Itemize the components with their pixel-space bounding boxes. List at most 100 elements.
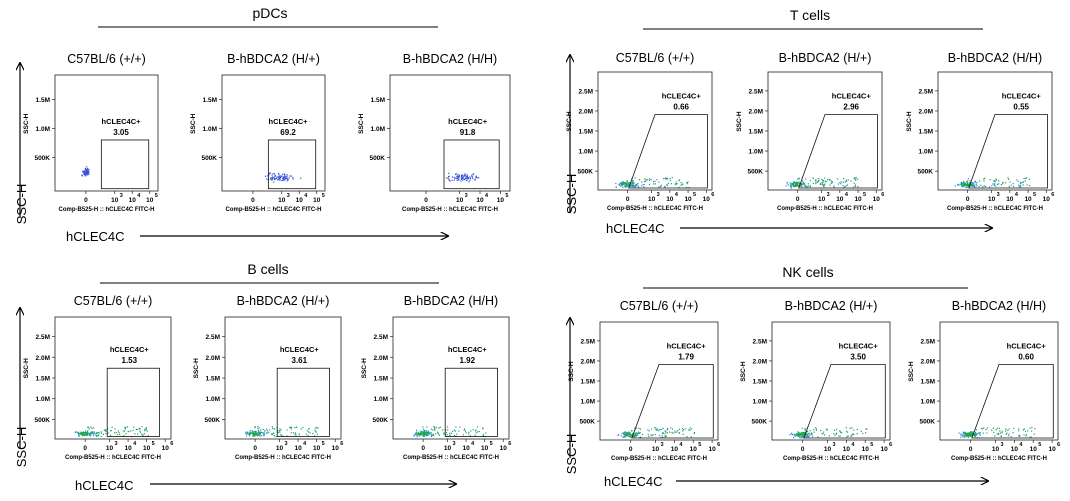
event-dot [475, 176, 477, 178]
gate-percentage: 0.60 [1018, 352, 1034, 361]
y-tick-label: 500K [372, 417, 388, 424]
event-dot [86, 432, 88, 434]
event-dot [851, 427, 853, 429]
event-dot [651, 435, 653, 437]
x-tick-label: 0 [424, 197, 428, 204]
event-dot [1008, 433, 1010, 435]
event-dot [801, 435, 803, 437]
event-dot [625, 182, 627, 184]
event-dot [463, 174, 465, 176]
event-dot [413, 435, 415, 437]
event-dot [1005, 182, 1007, 184]
event-dot [454, 430, 456, 432]
panel-y-axis-label: SSC-H [14, 427, 29, 467]
event-dot [652, 180, 654, 183]
event-dot [260, 431, 262, 433]
event-dot [271, 178, 273, 180]
plot-x-axis-label: Comp-B525-H :: hCLEC4C FITC-H [65, 455, 161, 461]
event-dot [829, 184, 831, 186]
event-dot [978, 185, 980, 188]
x-tick-exponent: 5 [505, 193, 508, 199]
x-tick-label: 10 [843, 446, 851, 453]
event-dot [282, 179, 284, 182]
event-dot [316, 426, 318, 429]
event-dot [84, 167, 87, 169]
event-dot [658, 430, 660, 432]
event-dot [811, 432, 813, 434]
event-dot [85, 432, 87, 434]
event-dot [87, 430, 89, 432]
event-dot [432, 429, 434, 431]
event-dot [1027, 430, 1029, 432]
event-dot [850, 180, 852, 182]
event-dot [799, 433, 801, 435]
event-dot [793, 182, 795, 184]
gate-percentage: 1.79 [678, 352, 694, 361]
event-dot [639, 428, 641, 430]
event-dot [792, 184, 794, 186]
event-dot [1006, 432, 1008, 434]
event-dot [643, 183, 645, 185]
event-dot [664, 435, 666, 437]
event-dot [87, 173, 89, 175]
event-dot [308, 428, 310, 430]
event-dot [98, 434, 100, 436]
event-dot [456, 175, 458, 178]
event-dot [664, 430, 666, 432]
event-dot [482, 435, 485, 437]
x-tick-label: 10 [671, 446, 679, 453]
event-dot [820, 429, 822, 432]
event-dot [458, 178, 460, 180]
event-dot [463, 429, 465, 431]
event-dot [855, 179, 857, 181]
event-dot [797, 431, 799, 433]
event-dot [1007, 429, 1009, 431]
event-dot [961, 182, 963, 184]
event-dot [461, 177, 463, 179]
event-dot [618, 183, 620, 185]
event-dot [628, 431, 630, 433]
event-dot [447, 177, 449, 179]
x-tick-exponent: 3 [1000, 442, 1003, 448]
plot-y-axis-label: SSC-H [361, 358, 368, 379]
event-dot [423, 432, 425, 434]
event-dot [258, 434, 260, 436]
y-tick-label: 2.0M [749, 108, 763, 115]
event-dot [1002, 181, 1004, 183]
event-dot [463, 178, 465, 180]
x-tick-label: 10 [992, 446, 1000, 453]
event-dot [670, 183, 672, 185]
event-dot [430, 428, 432, 430]
event-dot [800, 432, 802, 434]
x-tick-label: 10 [1006, 196, 1014, 203]
event-dot [634, 434, 637, 436]
event-dot [142, 435, 144, 437]
x-tick-label: 0 [629, 446, 633, 453]
gate-percentage: 91.8 [460, 128, 476, 137]
event-dot [433, 435, 435, 437]
event-dot [798, 182, 801, 185]
event-dot [644, 180, 646, 183]
event-dot [269, 178, 271, 180]
event-dot [802, 436, 804, 438]
event-dot [87, 172, 89, 174]
event-dot [827, 179, 829, 181]
event-dot [989, 179, 991, 181]
event-dot [250, 431, 252, 434]
event-dot [625, 434, 627, 436]
y-tick-label: 2.0M [921, 358, 935, 365]
event-dot [278, 172, 280, 175]
event-dot [789, 182, 791, 184]
event-dot [969, 185, 972, 187]
event-dot [995, 185, 997, 187]
event-dot [110, 434, 112, 436]
event-dot [147, 435, 149, 437]
plot-frame [771, 321, 891, 441]
event-dot [970, 184, 972, 186]
x-tick-label: 0 [251, 197, 255, 204]
event-dot [801, 182, 804, 184]
event-dot [805, 178, 807, 180]
event-dot [965, 435, 967, 437]
x-tick-label: 10 [294, 445, 302, 452]
